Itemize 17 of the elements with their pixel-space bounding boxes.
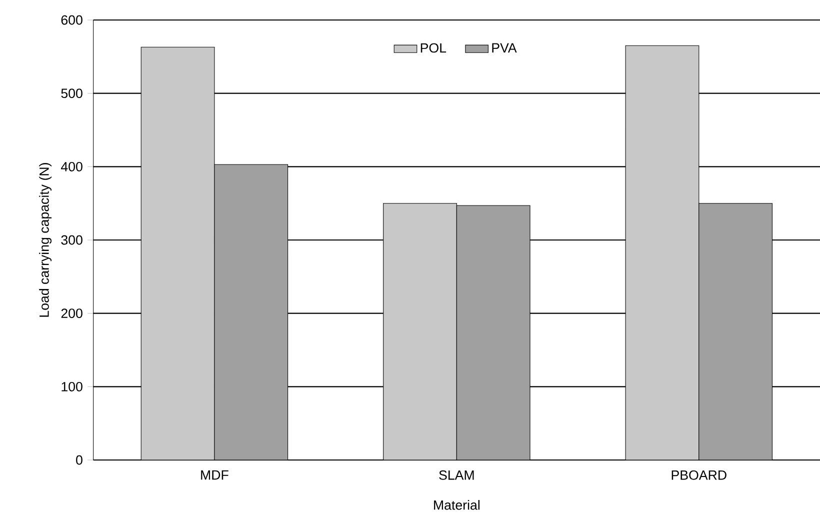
x-tick-label: MDF xyxy=(201,470,228,480)
x-tick-label: PBOARD xyxy=(672,470,726,480)
y-axis-title: Load carrying capacity (N) xyxy=(39,163,52,317)
x-tick-label: SLAM xyxy=(439,470,474,480)
y-tick-label: 100 xyxy=(62,382,82,392)
legend-label: POL xyxy=(420,43,446,53)
x-axis-title: Material xyxy=(434,500,480,510)
legend-label: PVA xyxy=(492,43,517,52)
y-tick-label: 600 xyxy=(61,15,82,25)
y-tick-label: 200 xyxy=(61,308,82,318)
y-tick-label: 0 xyxy=(76,455,82,465)
y-tick-label: 500 xyxy=(61,88,82,98)
bar xyxy=(625,45,700,460)
y-tick-label: 400 xyxy=(61,162,82,172)
bar xyxy=(383,203,457,460)
bar xyxy=(141,47,214,460)
y-tick-label: 300 xyxy=(61,235,82,245)
